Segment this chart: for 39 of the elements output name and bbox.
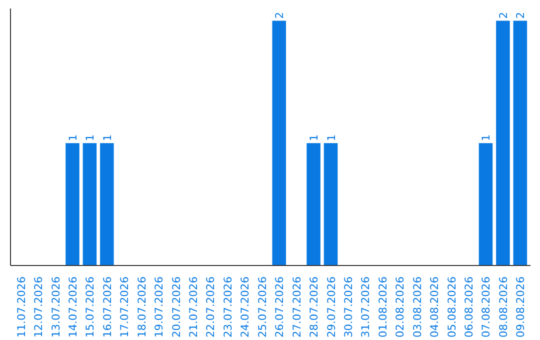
data-label: 1 [308,134,321,142]
x-tick-label: 17.07.2026 [118,276,132,338]
x-tick-label: 13.07.2026 [49,276,62,338]
data-label: 2 [273,12,286,19]
x-tick-label: 18.07.2026 [135,276,148,338]
x-tick-label: 25.07.2026 [256,276,269,338]
x-tick-label: 19.07.2026 [152,276,166,338]
x-tick-label: 16.07.2026 [100,276,114,338]
x-tick-label: 21.07.2026 [187,276,200,338]
data-label: 1 [100,134,114,142]
x-tick-label: 14.07.2026 [66,276,80,338]
x-tick-label: 15.07.2026 [84,276,97,338]
x-tick-label: 09.08.2026 [514,276,528,338]
x-tick-label: 08.08.2026 [496,276,510,338]
x-tick-label: 20.07.2026 [170,276,183,338]
x-tick-label: 29.07.2026 [324,276,338,338]
x-tick-label: 12.07.2026 [32,276,46,338]
x-tick-label: 02.08.2026 [394,276,407,338]
data-label: 2 [496,12,510,19]
x-tick-label: 26.07.2026 [273,276,286,338]
x-tick-label: 03.08.2026 [410,276,424,338]
x-tick-label: 27.07.2026 [290,276,304,338]
x-tick-label: 31.07.2026 [359,276,372,338]
x-tick-label: 23.07.2026 [221,276,234,338]
data-label: 2 [514,12,528,19]
data-label: 1 [324,134,338,142]
x-tick-label: 22.07.2026 [204,276,218,338]
x-tick-label: 11.07.2026 [14,276,28,338]
x-tick-label: 28.07.2026 [308,276,321,338]
x-tick-label: 05.08.2026 [445,276,458,338]
data-label: 1 [66,134,80,142]
data-label: 1 [84,134,97,142]
x-tick-label: 04.08.2026 [428,276,442,338]
x-tick-label: 24.07.2026 [238,276,252,338]
x-tick-label: 01.08.2026 [376,276,390,338]
x-tick-label: 06.08.2026 [462,276,476,338]
data-label: 1 [480,134,493,142]
x-tick-label: 30.07.2026 [342,276,355,338]
x-tick-label: 07.08.2026 [480,276,493,338]
